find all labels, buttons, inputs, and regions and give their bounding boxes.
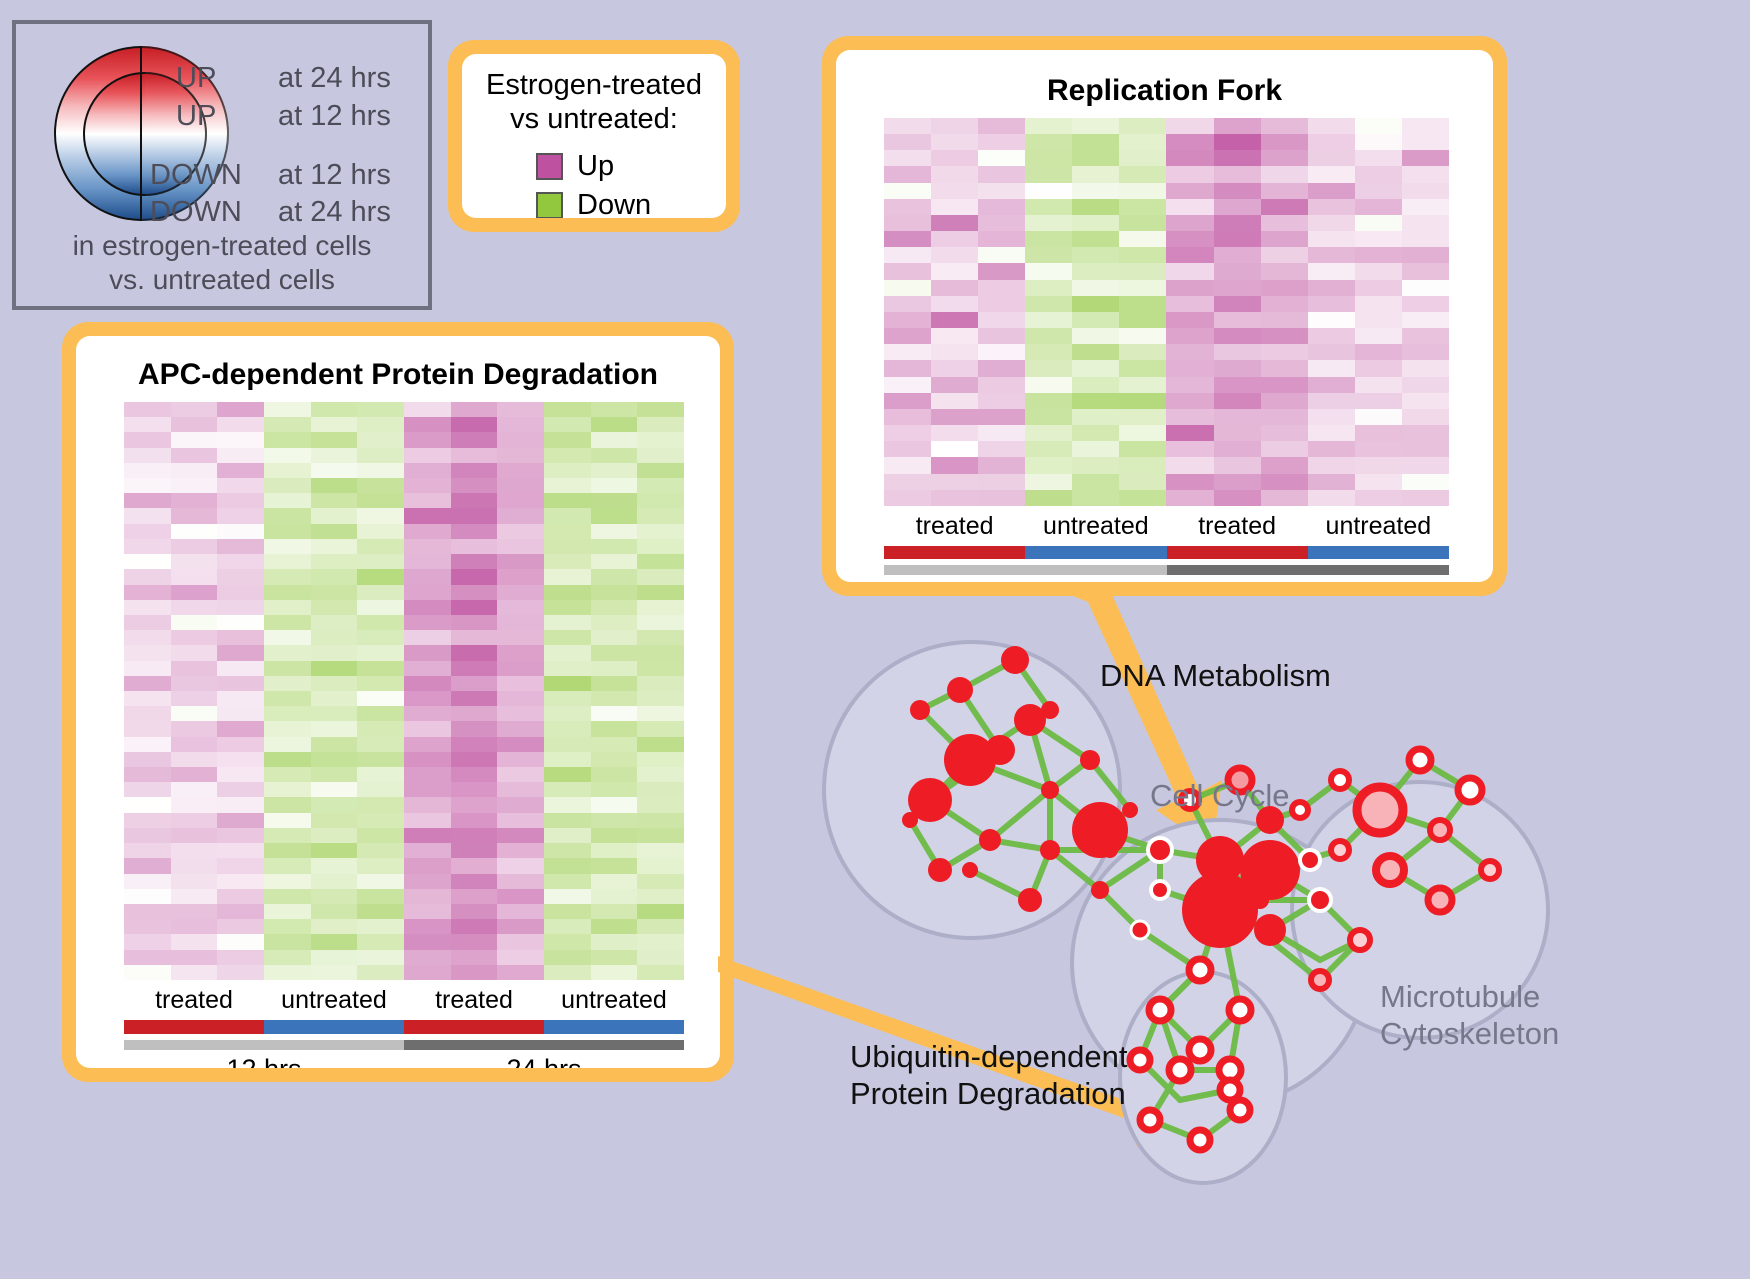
legend-footer: in estrogen-treated cells vs. untreated … xyxy=(16,229,428,297)
label-ubiquitin-line1: Ubiquitin-dependent xyxy=(850,1039,1128,1074)
updown-key-row-down: Down xyxy=(536,189,651,218)
network-graph xyxy=(902,646,1502,1154)
apc-time-labels: 12 hrs 24 hrs xyxy=(124,1054,684,1068)
down-color-swatch xyxy=(536,192,563,218)
replication-fork-title: Replication Fork xyxy=(1046,74,1283,107)
legend-dir-3: DOWN xyxy=(150,196,242,228)
apc-group-label-0: treated xyxy=(155,986,233,1014)
direction-legend-box: UP at 24 hrs UP at 12 hrs DOWN at 12 hrs… xyxy=(12,20,432,310)
legend-time-2: at 12 hrs xyxy=(278,159,391,191)
label-microtubule-line1: Microtubule xyxy=(1380,979,1541,1014)
rf-group-label-0: treated xyxy=(915,512,994,540)
rf-time-label-1: 24 hrs xyxy=(1167,578,1450,582)
apc-group-label-1: untreated xyxy=(281,986,387,1014)
label-dna-metabolism: DNA Metabolism xyxy=(1100,658,1331,693)
legend-footer-line2: vs. untreated cells xyxy=(109,264,335,296)
apc-group-label-2: treated xyxy=(435,986,513,1014)
gradient-circle-diagram xyxy=(54,46,229,221)
legend-time-0: at 24 hrs xyxy=(278,62,391,94)
up-color-swatch xyxy=(536,153,563,180)
apc-time-label-1: 24 hrs xyxy=(404,1054,684,1068)
updown-key-title-line1: Estrogen-treated xyxy=(485,69,702,101)
network-nodes xyxy=(902,646,1502,1154)
updown-key-title: Estrogen-treated vs untreated: xyxy=(462,68,726,136)
replication-fork-panel: Replication Fork treated untreated treat… xyxy=(822,36,1507,596)
apc-time-label-0: 12 hrs xyxy=(124,1054,404,1068)
arrow-to-ubiquitin-cluster xyxy=(718,956,1200,1146)
legend-dir-0: UP xyxy=(176,62,217,94)
apc-time-bars xyxy=(124,1040,684,1050)
replication-fork-time-bars xyxy=(884,565,1449,575)
label-ubiquitin-line2: Protein Degradation xyxy=(850,1076,1126,1112)
updown-key-row-up: Up xyxy=(536,150,614,183)
rf-group-label-2: treated xyxy=(1198,512,1277,540)
replication-fork-inner: Replication Fork treated untreated treat… xyxy=(836,50,1493,582)
replication-fork-heatmap xyxy=(884,118,1449,506)
apc-degradation-inner: APC-dependent Protein Degradation treate… xyxy=(76,336,720,1068)
updown-key-title-line2: vs untreated: xyxy=(510,103,678,136)
label-microtubule: Microtubule Cytoskeleton xyxy=(1380,978,1559,1052)
apc-degradation-panel: APC-dependent Protein Degradation treate… xyxy=(62,322,734,1082)
apc-degradation-title: APC-dependent Protein Degradation xyxy=(137,358,659,391)
updown-key-panel: Estrogen-treated vs untreated: Up Down xyxy=(448,40,740,232)
replication-fork-treatment-bars xyxy=(884,546,1449,559)
rf-group-label-3: untreated xyxy=(1325,512,1432,540)
label-microtubule-line2: Cytoskeleton xyxy=(1380,1016,1560,1052)
rf-group-label-1: untreated xyxy=(1043,512,1149,540)
legend-footer-line1: in estrogen-treated cells xyxy=(72,230,372,261)
down-label: Down xyxy=(577,189,652,218)
rf-time-label-0: 12 hrs xyxy=(884,578,1167,582)
apc-group-label-3: untreated xyxy=(561,986,667,1014)
replication-fork-group-labels: treated untreated treated untreated xyxy=(884,512,1449,544)
apc-group-labels: treated untreated treated untreated xyxy=(124,986,684,1018)
apc-treatment-bars xyxy=(124,1020,684,1034)
label-ubiquitin: Ubiquitin-dependent Protein Degradation xyxy=(850,1038,1128,1112)
replication-fork-time-labels: 12 hrs 24 hrs xyxy=(884,578,1449,582)
legend-time-3: at 24 hrs xyxy=(278,196,391,228)
legend-dir-2: DOWN xyxy=(150,159,242,191)
function-network-diagram: DNA Metabolism Cell Cycle Microtubule Cy… xyxy=(800,600,1750,1279)
updown-key-inner: Estrogen-treated vs untreated: Up Down xyxy=(462,54,726,218)
inner-ring-icon xyxy=(83,72,207,196)
label-cell-cycle: Cell Cycle xyxy=(1150,778,1290,813)
up-label: Up xyxy=(577,150,615,182)
legend-time-1: at 12 hrs xyxy=(278,100,391,132)
arrow-to-dna-metabolism xyxy=(1058,590,1222,848)
apc-degradation-heatmap xyxy=(124,402,684,980)
circle-split-line xyxy=(140,46,142,221)
legend-dir-1: UP xyxy=(176,100,217,132)
